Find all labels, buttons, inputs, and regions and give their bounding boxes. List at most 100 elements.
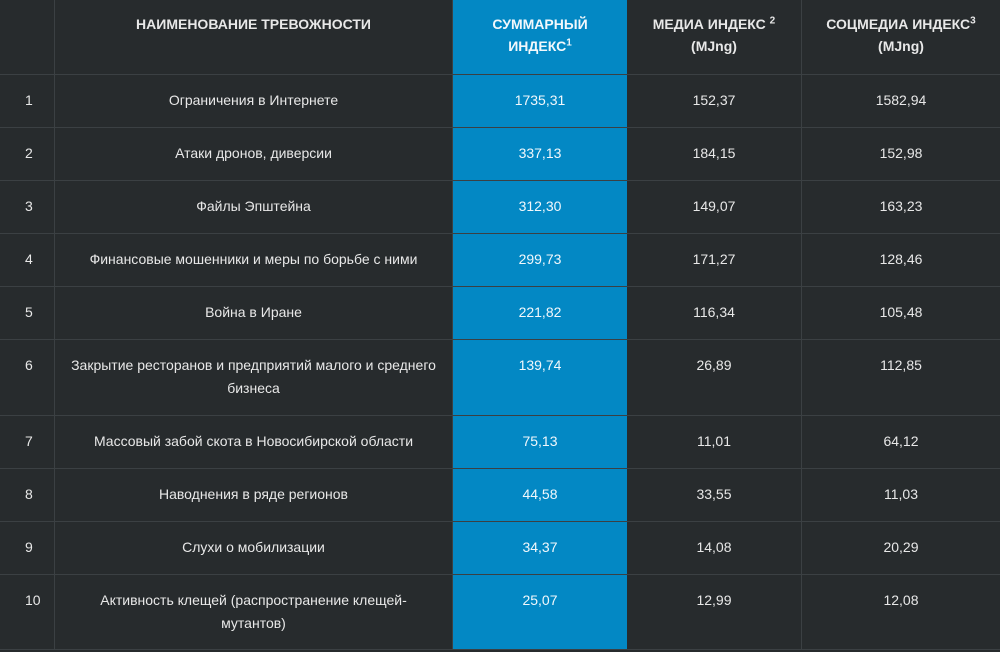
row-name-cell: Финансовые мошенники и меры по борьбе с … xyxy=(55,234,453,286)
table-body: 1 Ограничения в Интернете 1735,31 152,37 158… xyxy=(0,75,1000,650)
row-sum-index: 337,13 xyxy=(518,145,562,161)
row-number: 2 xyxy=(25,145,33,161)
row-name-cell: Наводнения в ряде регионов xyxy=(55,469,453,521)
row-sum-index: 75,13 xyxy=(522,433,558,449)
row-number: 7 xyxy=(25,433,33,449)
row-number: 10 xyxy=(25,592,41,608)
row-number: 1 xyxy=(25,92,33,108)
row-name: Массовый забой скота в Новосибирской обл… xyxy=(93,433,414,449)
row-number-cell: 2 xyxy=(0,128,55,180)
row-name: Активность клещей (распространение клеще… xyxy=(100,592,407,631)
row-name-cell: Ограничения в Интернете xyxy=(55,75,453,127)
row-social-index: 105,48 xyxy=(879,304,923,320)
row-name: Закрытие ресторанов и предприятий малого… xyxy=(71,357,436,396)
row-sum-index-cell: 139,74 xyxy=(453,340,627,415)
row-number: 8 xyxy=(25,486,33,502)
row-media-index-cell: 14,08 xyxy=(627,522,802,574)
header-name-cell: НАИМЕНОВАНИЕ ТРЕВОЖНОСТИ xyxy=(55,0,453,74)
row-social-index: 20,29 xyxy=(883,539,919,555)
row-sum-index-cell: 299,73 xyxy=(453,234,627,286)
row-name: Слухи о мобилизации xyxy=(182,539,325,555)
table-row: 1 Ограничения в Интернете 1735,31 152,37 158… xyxy=(0,75,1000,128)
row-name: Наводнения в ряде регионов xyxy=(159,486,348,502)
row-social-index: 64,12 xyxy=(883,433,919,449)
table-row: 8 Наводнения в ряде регионов 44,58 33,55 11,… xyxy=(0,469,1000,522)
row-social-index: 152,98 xyxy=(879,145,923,161)
row-number: 6 xyxy=(25,357,33,373)
row-social-index: 112,85 xyxy=(880,357,922,373)
table-row: 5 Война в Иране 221,82 116,34 105,48 xyxy=(0,287,1000,340)
row-number-cell: 1 xyxy=(0,75,55,127)
table-row: 4 Финансовые мошенники и меры по борьбе с… xyxy=(0,234,1000,287)
row-sum-index: 312,30 xyxy=(518,198,562,214)
row-number-cell: 10 xyxy=(0,575,55,649)
row-sum-index-cell: 221,82 xyxy=(453,287,627,339)
row-social-index-cell: 11,03 xyxy=(802,469,1000,521)
row-social-index-cell: 64,12 xyxy=(802,416,1000,468)
header-sum-footnote: 1 xyxy=(566,37,572,49)
row-social-index-cell: 12,08 xyxy=(802,575,1000,649)
row-media-index: 11,01 xyxy=(697,433,731,449)
row-name-cell: Массовый забой скота в Новосибирской обл… xyxy=(55,416,453,468)
row-name-cell: Война в Иране xyxy=(55,287,453,339)
row-media-index: 26,89 xyxy=(696,357,732,373)
row-sum-index: 221,82 xyxy=(518,304,562,320)
header-media-unit: (MJng) xyxy=(691,38,737,54)
row-name: Война в Иране xyxy=(205,304,302,320)
row-name: Файлы Эпштейна xyxy=(196,198,311,214)
row-social-index: 11,03 xyxy=(884,486,918,502)
header-social-footnote: 3 xyxy=(970,15,976,27)
header-social-unit: (MJng) xyxy=(878,38,924,54)
row-number-cell: 7 xyxy=(0,416,55,468)
row-sum-index: 44,58 xyxy=(522,486,558,502)
row-media-index-cell: 152,37 xyxy=(627,75,802,127)
row-name: Финансовые мошенники и меры по борьбе с … xyxy=(89,251,418,267)
row-number-cell: 5 xyxy=(0,287,55,339)
row-media-index: 33,55 xyxy=(696,486,732,502)
header-sum-line1: СУММАРНЫЙ xyxy=(492,16,588,32)
row-media-index-cell: 149,07 xyxy=(627,181,802,233)
row-sum-index: 34,37 xyxy=(522,539,558,555)
row-social-index: 128,46 xyxy=(879,251,923,267)
header-media-footnote: 2 xyxy=(769,15,776,27)
row-media-index: 184,15 xyxy=(692,145,736,161)
row-media-index-cell: 12,99 xyxy=(627,575,802,649)
row-number-cell: 8 xyxy=(0,469,55,521)
row-social-index: 1582,94 xyxy=(875,92,927,108)
row-sum-index-cell: 44,58 xyxy=(453,469,627,521)
row-social-index-cell: 152,98 xyxy=(802,128,1000,180)
row-name-cell: Активность клещей (распространение клеще… xyxy=(55,575,453,649)
row-sum-index-cell: 25,07 xyxy=(453,575,627,649)
row-number: 4 xyxy=(25,251,33,267)
row-number: 5 xyxy=(25,304,33,320)
table-row: 3 Файлы Эпштейна 312,30 149,07 163,23 xyxy=(0,181,1000,234)
row-social-index-cell: 20,29 xyxy=(802,522,1000,574)
row-media-index-cell: 33,55 xyxy=(627,469,802,521)
row-social-index-cell: 128,46 xyxy=(802,234,1000,286)
table-row: 7 Массовый забой скота в Новосибирской об… xyxy=(0,416,1000,469)
row-media-index-cell: 184,15 xyxy=(627,128,802,180)
header-sum-line2: ИНДЕКС xyxy=(508,38,567,54)
row-number: 9 xyxy=(25,539,33,555)
row-media-index-cell: 11,01 xyxy=(627,416,802,468)
row-media-index: 171,27 xyxy=(692,251,736,267)
table-row: 10 Активность клещей (распространение кле… xyxy=(0,575,1000,650)
row-sum-index: 299,73 xyxy=(518,251,562,267)
header-sum-cell: СУММАРНЫЙ ИНДЕКС1 xyxy=(453,0,627,74)
row-sum-index: 25,07 xyxy=(522,592,558,608)
row-sum-index-cell: 34,37 xyxy=(453,522,627,574)
header-media-cell: МЕДИА ИНДЕКС 2 (MJng) xyxy=(627,0,802,74)
row-media-index: 116,34 xyxy=(693,304,735,320)
row-number-cell: 9 xyxy=(0,522,55,574)
header-name-label: НАИМЕНОВАНИЕ ТРЕВОЖНОСТИ xyxy=(136,16,371,32)
row-social-index-cell: 163,23 xyxy=(802,181,1000,233)
row-social-index-cell: 1582,94 xyxy=(802,75,1000,127)
row-number-cell: 6 xyxy=(0,340,55,415)
header-number-cell xyxy=(0,0,55,74)
table-header-row: НАИМЕНОВАНИЕ ТРЕВОЖНОСТИ СУММАРНЫЙ ИНДЕК… xyxy=(0,0,1000,75)
header-social-label: СОЦМЕДИА ИНДЕКС xyxy=(826,16,971,32)
row-media-index-cell: 171,27 xyxy=(627,234,802,286)
row-name-cell: Слухи о мобилизации xyxy=(55,522,453,574)
row-name-cell: Файлы Эпштейна xyxy=(55,181,453,233)
row-name: Ограничения в Интернете xyxy=(168,92,339,108)
